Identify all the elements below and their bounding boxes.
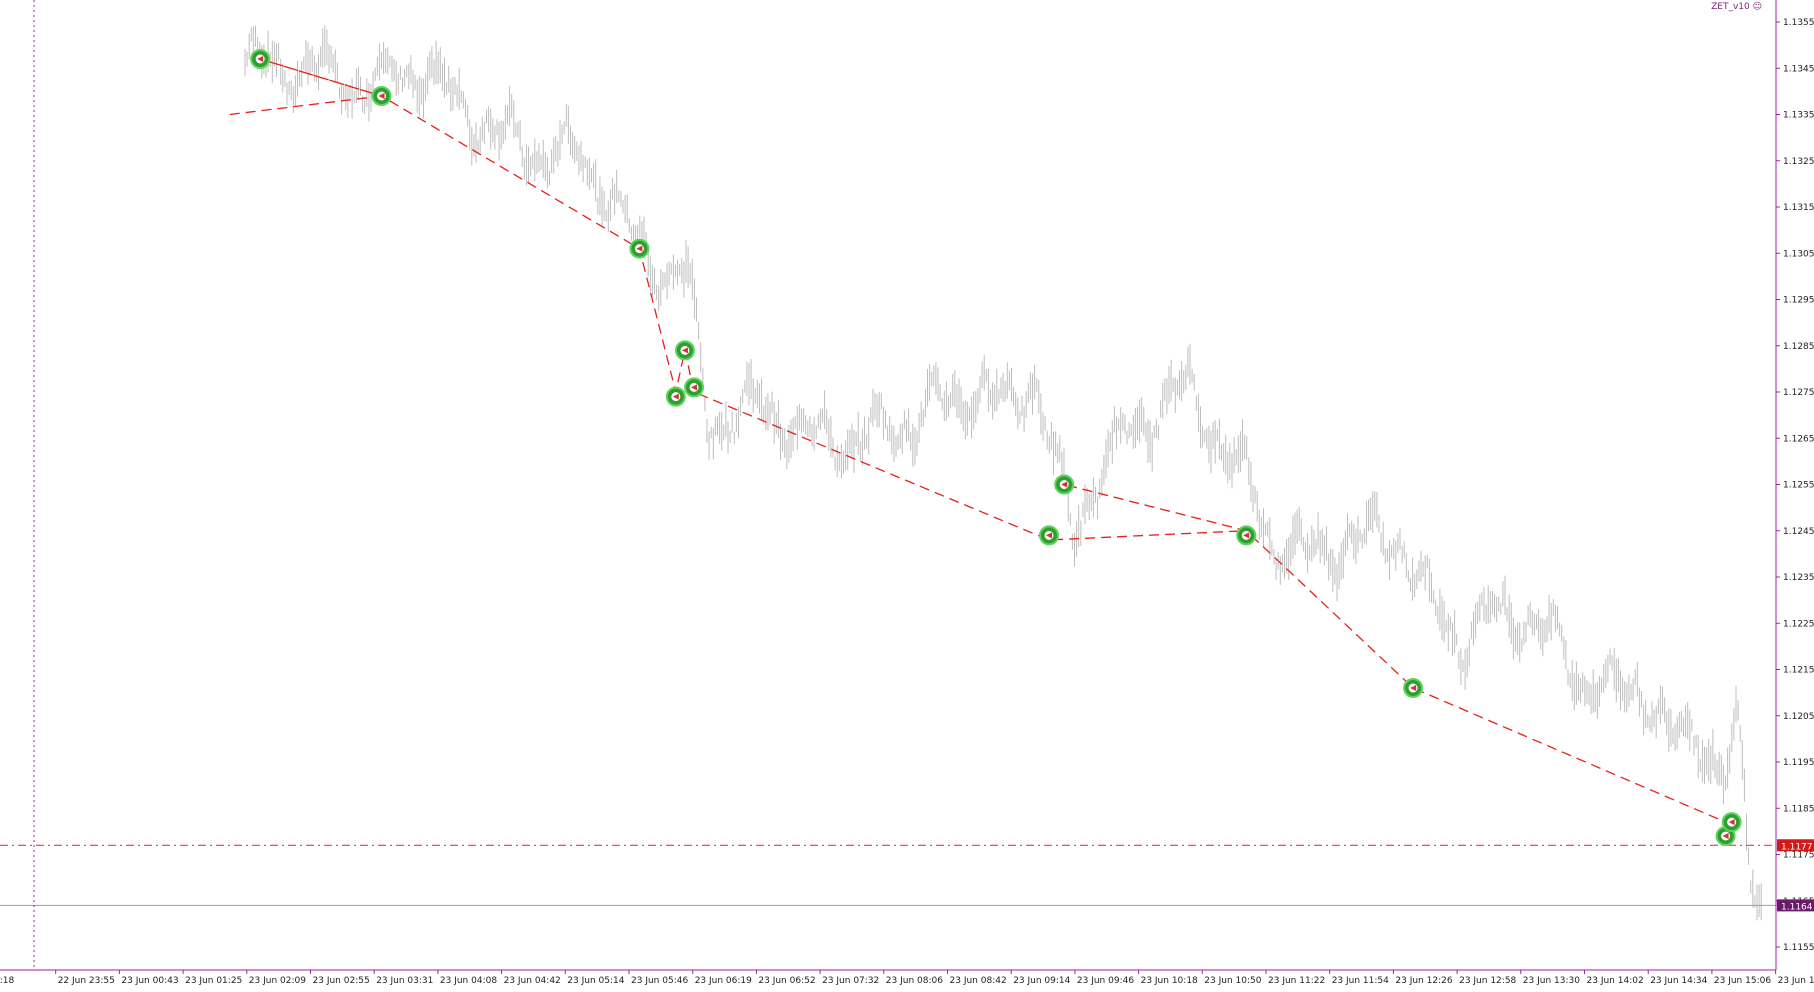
signal-marker[interactable] — [629, 238, 650, 259]
time-tick-label: 3:18 — [0, 976, 14, 986]
zigzag-polyline — [229, 58, 1726, 823]
signal-marker[interactable] — [1721, 812, 1742, 833]
signal-marker[interactable] — [674, 340, 695, 361]
time-tick-label: 23 Jun 01:25 — [185, 976, 242, 986]
time-tick-label: 23 Jun 10:18 — [1141, 976, 1198, 986]
price-tick-label: 1.1155 — [1783, 943, 1814, 953]
smiley-icon: ☺ — [1752, 2, 1762, 12]
time-tick-label: 23 Jun 09:46 — [1077, 976, 1134, 986]
svg-text:1.1164: 1.1164 — [1781, 902, 1813, 912]
time-tick-label: 23 Jun 06:52 — [758, 976, 815, 986]
signal-marker[interactable] — [1236, 525, 1257, 546]
signal-marker[interactable] — [1054, 474, 1075, 495]
indicator-name: ZET_v10 — [1711, 2, 1750, 12]
signal-marker[interactable] — [665, 386, 686, 407]
time-tick-label: 23 Jun 14:02 — [1587, 976, 1644, 986]
indicator-label: ZET_v10 ☺ — [1711, 2, 1762, 12]
price-tick-label: 1.1225 — [1783, 619, 1814, 629]
time-tick-label: 23 Jun 09:14 — [1013, 976, 1070, 986]
time-tick-label: 23 Jun 12:26 — [1395, 976, 1452, 986]
signal-markers[interactable] — [250, 49, 1742, 846]
price-tick-label: 1.1345 — [1783, 64, 1814, 74]
price-tick-label: 1.1295 — [1783, 296, 1814, 306]
price-tick-label: 1.1335 — [1783, 111, 1814, 121]
price-tick-label: 1.1275 — [1783, 388, 1814, 398]
price-tick-label: 1.1315 — [1783, 203, 1814, 213]
signal-marker[interactable] — [1039, 525, 1060, 546]
price-tick-label: 1.1215 — [1783, 666, 1814, 676]
price-tick-label: 1.1265 — [1783, 434, 1814, 444]
time-tick-label: 23 Jun 02:09 — [249, 976, 306, 986]
time-tick-label: 23 Jun 11:54 — [1332, 976, 1389, 986]
zigzag-line — [229, 58, 1726, 823]
price-tick-label: 1.1255 — [1783, 481, 1814, 491]
time-tick-label: 23 Jun 04:42 — [504, 976, 561, 986]
price-tick-label: 1.1245 — [1783, 527, 1814, 537]
time-tick-label: 23 Jun 08:42 — [950, 976, 1007, 986]
price-tick-label: 1.1355 — [1783, 18, 1814, 28]
time-tick-label: 23 Jun 15:06 — [1714, 976, 1771, 986]
price-tick-label: 1.1285 — [1783, 342, 1814, 352]
bid-price-badge: 1.1164 — [1777, 899, 1814, 912]
price-lines — [0, 0, 1776, 970]
time-tick-label: 23 Jun 02:55 — [313, 976, 370, 986]
time-tick-label: 23 Jun 10:50 — [1204, 976, 1261, 986]
time-tick-label: 23 Jun 05:14 — [567, 976, 624, 986]
price-tick-label: 1.1185 — [1783, 804, 1814, 814]
time-tick-label: 23 Jun 05:46 — [631, 976, 688, 986]
signal-marker[interactable] — [684, 377, 705, 398]
ask-price-badge: 1.1177 — [1777, 839, 1814, 852]
time-tick-label: 23 Jun 14:34 — [1650, 976, 1707, 986]
time-tick-label: 22 Jun 23:55 — [58, 976, 115, 986]
price-tick-label: 1.1235 — [1783, 573, 1814, 583]
price-tick-label: 1.1205 — [1783, 712, 1814, 722]
price-tick-label: 1.1305 — [1783, 249, 1814, 259]
time-tick-label: 23 Jun 04:08 — [440, 976, 497, 986]
time-tick-label: 23 Jun 12:58 — [1459, 976, 1516, 986]
price-tick-label: 1.1325 — [1783, 157, 1814, 167]
time-tick-label: 23 Jun 08:06 — [886, 976, 943, 986]
time-tick-label: 23 Jun 11:22 — [1268, 976, 1325, 986]
signal-marker[interactable] — [1403, 678, 1424, 698]
time-tick-label: 23 Jun 13:30 — [1523, 976, 1580, 986]
time-tick-label: 23 Jun 07:32 — [822, 976, 879, 986]
time-tick-label: 23 Jun 00:43 — [121, 976, 178, 986]
signal-marker[interactable] — [371, 86, 392, 106]
time-tick-label: 23 Jun 15:38 — [1778, 976, 1814, 986]
svg-text:1.1177: 1.1177 — [1781, 842, 1813, 852]
signal-marker[interactable] — [250, 49, 271, 69]
time-tick-label: 23 Jun 03:31 — [376, 976, 433, 986]
price-tick-label: 1.1195 — [1783, 758, 1814, 768]
price-tick-label: 1.1175 — [1783, 851, 1814, 861]
time-tick-label: 23 Jun 06:19 — [695, 976, 752, 986]
price-bars — [244, 25, 1762, 921]
